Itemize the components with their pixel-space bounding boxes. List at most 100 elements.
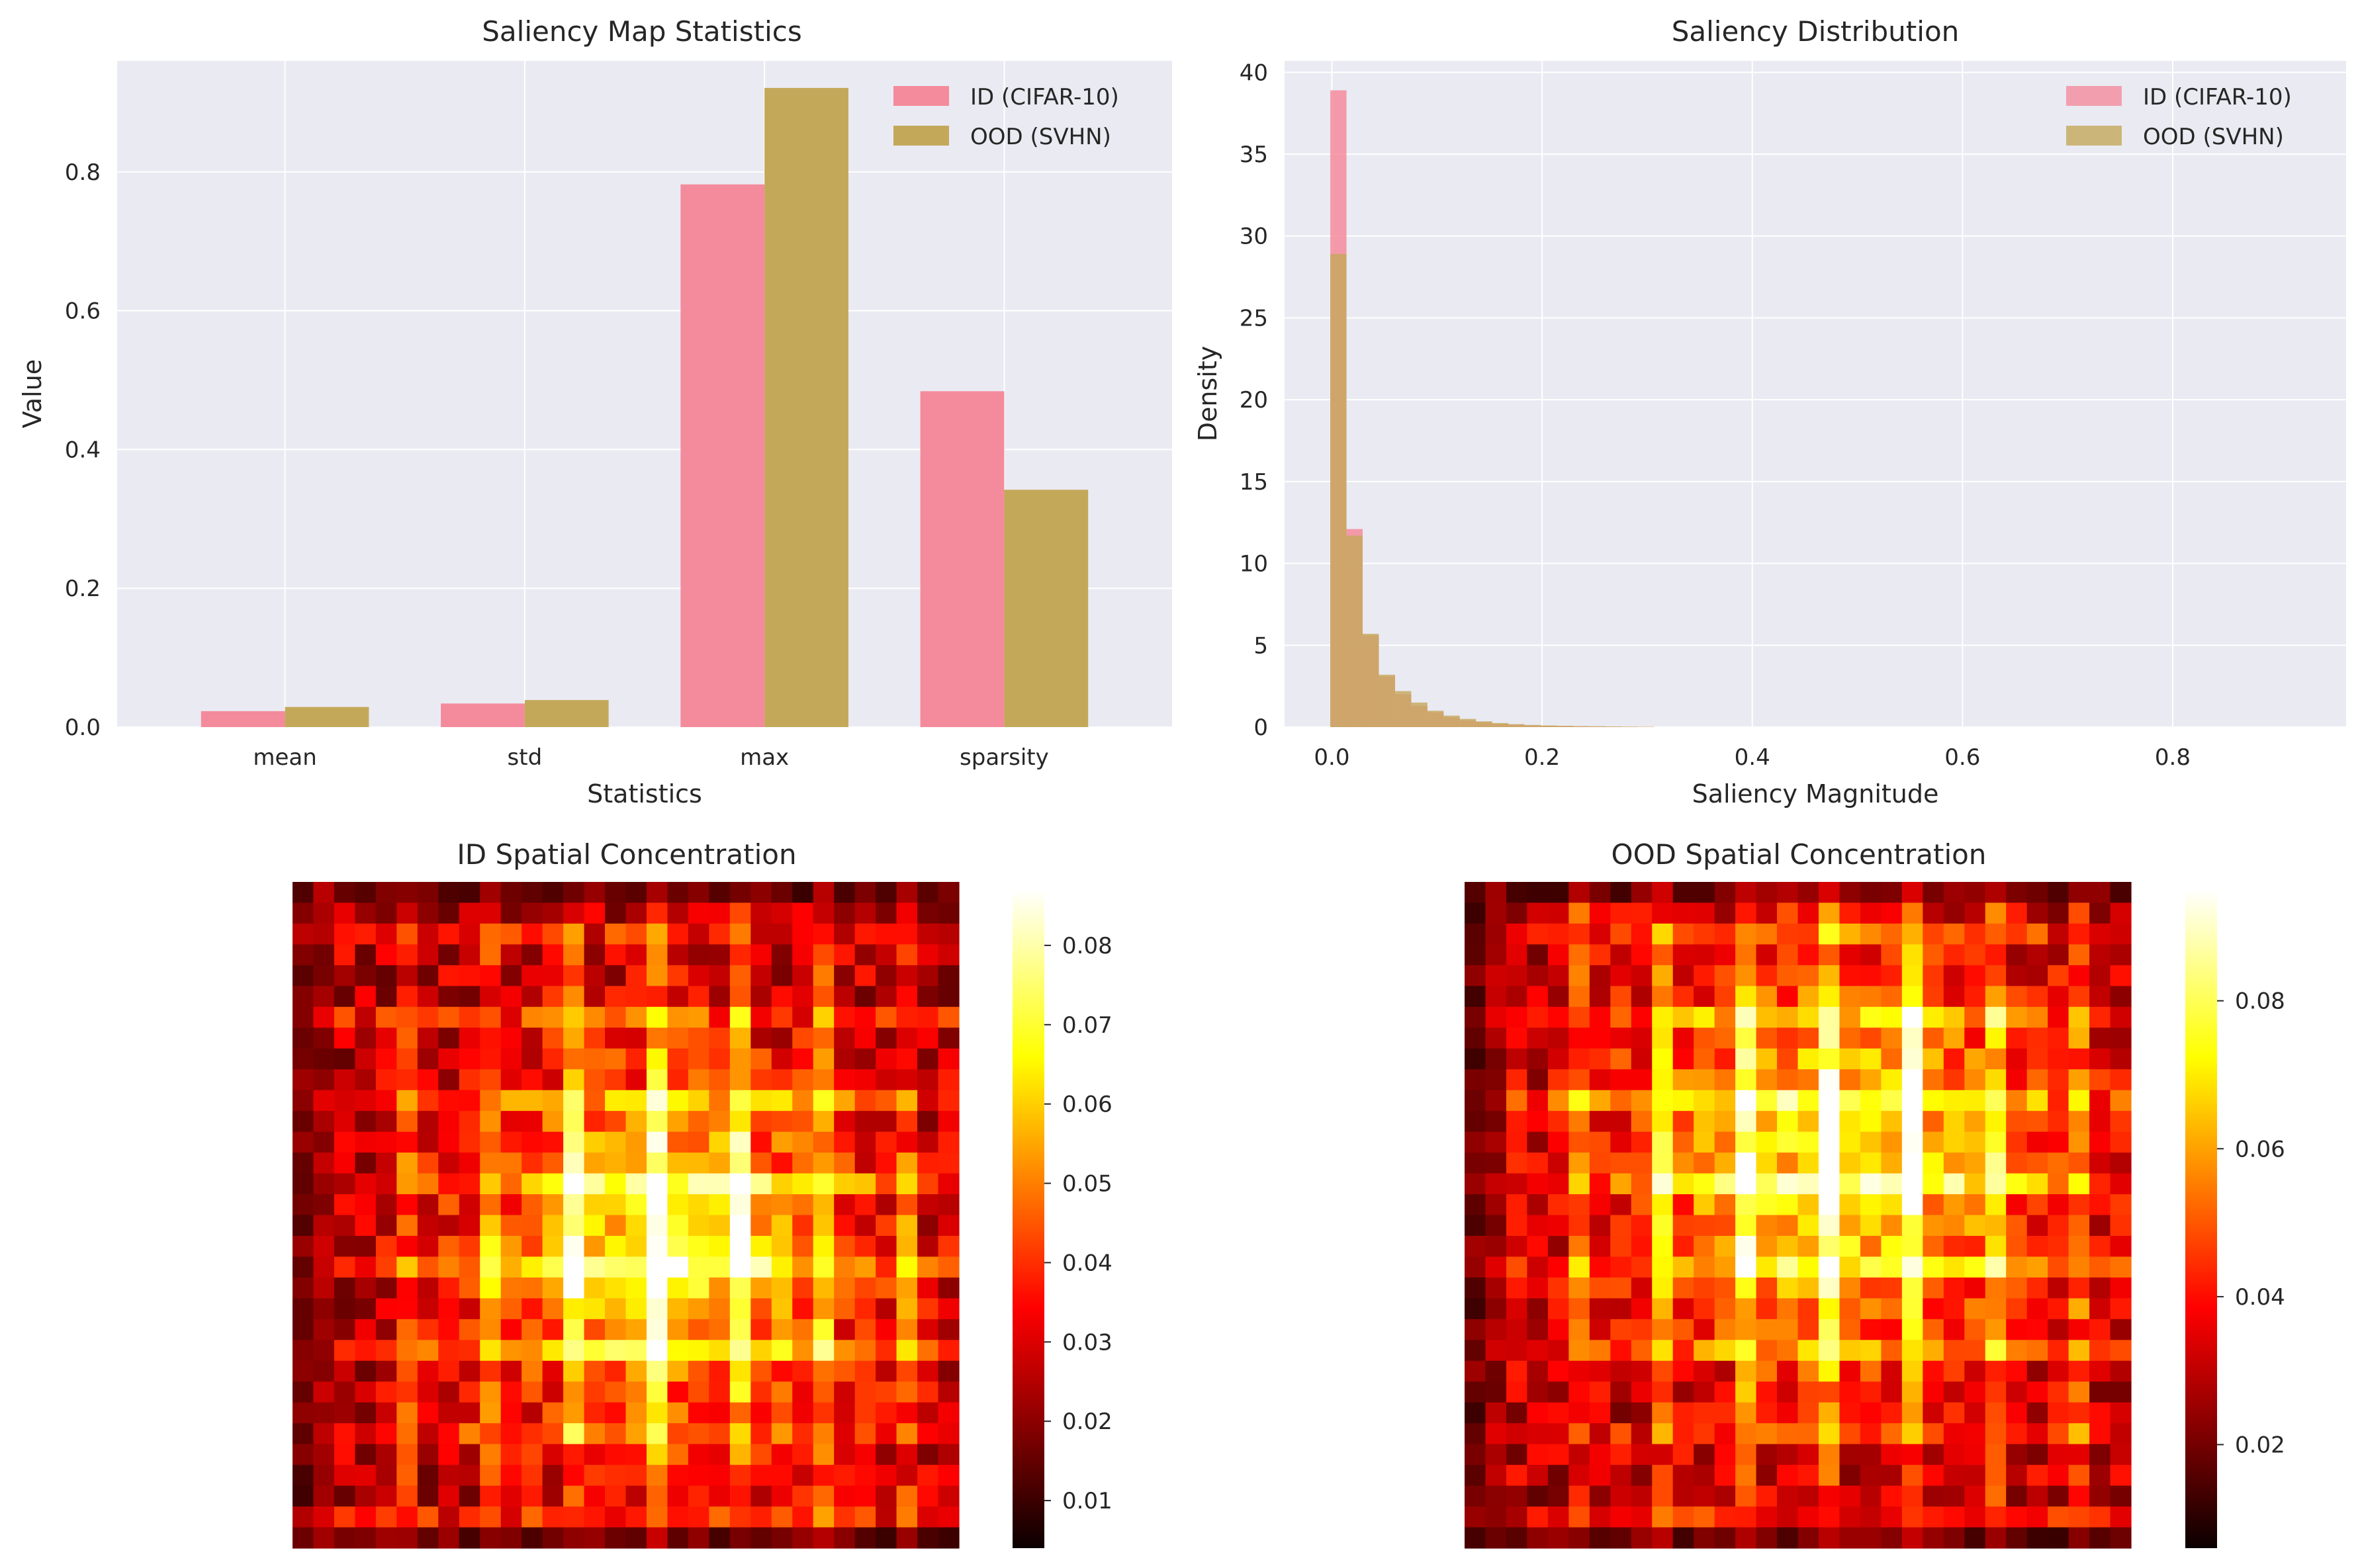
heatmap-cell	[2026, 1153, 2048, 1174]
heatmap-cell	[1485, 965, 1507, 986]
heatmap-cell	[459, 1527, 480, 1549]
heatmap-cell	[1797, 1360, 1819, 1382]
heatmap-cell	[854, 1111, 876, 1133]
stats-bar-id-max	[680, 184, 765, 727]
heatmap-cell	[605, 1090, 627, 1111]
heatmap-cell	[792, 882, 814, 904]
heatmap-cell	[1901, 1027, 1923, 1049]
heatmap-cell	[1714, 1048, 1736, 1070]
heatmap-cell	[542, 1381, 564, 1403]
heatmap-cell	[1964, 1131, 1986, 1153]
heatmap-cell	[438, 1194, 460, 1216]
heatmap-cell	[563, 1485, 585, 1507]
heatmap-cell	[1672, 882, 1694, 904]
heatmap-cell	[1652, 1444, 1674, 1465]
heatmap-cell	[1797, 1027, 1819, 1049]
heatmap-cell	[1860, 1506, 1882, 1528]
heatmap-cell	[1756, 1402, 1778, 1424]
heatmap-cell	[355, 1090, 377, 1111]
heatmap-cell	[417, 1298, 439, 1320]
heatmap-cell	[1839, 1423, 1861, 1445]
heatmap-cell	[417, 1027, 439, 1049]
heatmap-cell	[667, 1235, 689, 1258]
heatmap-cell	[2110, 1153, 2132, 1174]
heatmap-cell	[2089, 1506, 2111, 1528]
heatmap-cell	[480, 1423, 502, 1445]
heatmap-cell	[938, 1402, 960, 1424]
heatmap-cell	[1964, 1215, 1986, 1237]
heatmap-cell	[293, 882, 314, 904]
colorbar-tick-label: 0.05	[1062, 1171, 1113, 1198]
heatmap-cell	[876, 1298, 897, 1320]
heatmap-cell	[896, 902, 918, 924]
heatmap-cell	[2006, 1235, 2028, 1258]
heatmap-cell	[1985, 923, 2007, 945]
heatmap-cell	[854, 1215, 876, 1237]
heatmap-cell	[709, 1069, 731, 1091]
heatmap-cell	[396, 1048, 418, 1070]
heatmap-cell	[792, 1235, 814, 1258]
heatmap-cell	[2048, 1111, 2069, 1133]
heatmap-cell	[313, 1319, 335, 1340]
heatmap-cell	[1839, 1048, 1861, 1070]
heatmap-cell	[813, 1048, 835, 1070]
heatmap-cell	[834, 1235, 856, 1258]
heatmap-cell	[1964, 902, 1986, 924]
heatmap-cell	[500, 1256, 522, 1278]
heatmap-cell	[917, 1215, 939, 1237]
heatmap-cell	[2006, 944, 2028, 966]
heatmap-cell	[1881, 902, 1903, 924]
heatmap-cell	[1694, 1444, 1715, 1465]
heatmap-cell	[834, 1006, 856, 1028]
heatmap-cell	[792, 1465, 814, 1487]
heatmap-cell	[584, 1298, 606, 1320]
heatmap-cell	[396, 1194, 418, 1216]
heatmap-cell	[438, 1506, 460, 1528]
heatmap-cell	[854, 1340, 876, 1362]
heatmap-cell	[854, 1131, 876, 1153]
heatmap-cell	[1964, 1090, 1986, 1111]
heatmap-cell	[834, 1215, 856, 1237]
heatmap-cell	[1568, 944, 1590, 966]
heatmap-cell	[813, 1444, 835, 1465]
heatmap-cell	[1610, 1090, 1632, 1111]
heatmap-cell	[1714, 1527, 1736, 1549]
heatmap-cell	[375, 902, 397, 924]
heatmap-cell	[334, 1485, 356, 1507]
heatmap-cell	[563, 882, 585, 904]
heatmap-cell	[417, 1527, 439, 1549]
heatmap-cell	[1631, 1006, 1653, 1028]
heatmap-cell	[771, 902, 793, 924]
heatmap-cell	[625, 965, 647, 986]
heatmap-cell	[896, 1277, 918, 1299]
distribution-bin-ood	[1605, 726, 1622, 727]
heatmap-cell	[792, 1173, 814, 1195]
heatmap-cell	[1589, 1360, 1611, 1382]
heatmap-cell	[1527, 986, 1549, 1008]
heatmap-cell	[1881, 1235, 1903, 1258]
heatmap-cell	[334, 902, 356, 924]
heatmap-cell	[334, 1256, 356, 1278]
heatmap-cell	[1943, 1319, 1965, 1340]
heatmap-cell	[1881, 1090, 1903, 1111]
heatmap-cell	[854, 1444, 876, 1465]
heatmap-cell	[1901, 1131, 1923, 1153]
heatmap-cell	[1756, 1215, 1778, 1237]
heatmap-cell	[792, 1194, 814, 1216]
heatmap-cell	[792, 1048, 814, 1070]
heatmap-cell	[1756, 1194, 1778, 1216]
heatmap-cell	[771, 1235, 793, 1258]
heatmap-cell	[1777, 1527, 1799, 1549]
heatmap-cell	[584, 1360, 606, 1382]
heatmap-cell	[396, 902, 418, 924]
colorbar-tick-label: 0.04	[1062, 1250, 1113, 1276]
heatmap-cell	[834, 1027, 856, 1049]
heatmap-cell	[938, 1048, 960, 1070]
heatmap-cell	[646, 965, 668, 986]
heatmap-cell	[771, 1319, 793, 1340]
heatmap-cell	[625, 1465, 647, 1487]
heatmap-cell	[1694, 1069, 1715, 1091]
heatmap-cell	[729, 944, 751, 966]
heatmap-cell	[1839, 1340, 1861, 1362]
heatmap-cell	[355, 1402, 377, 1424]
